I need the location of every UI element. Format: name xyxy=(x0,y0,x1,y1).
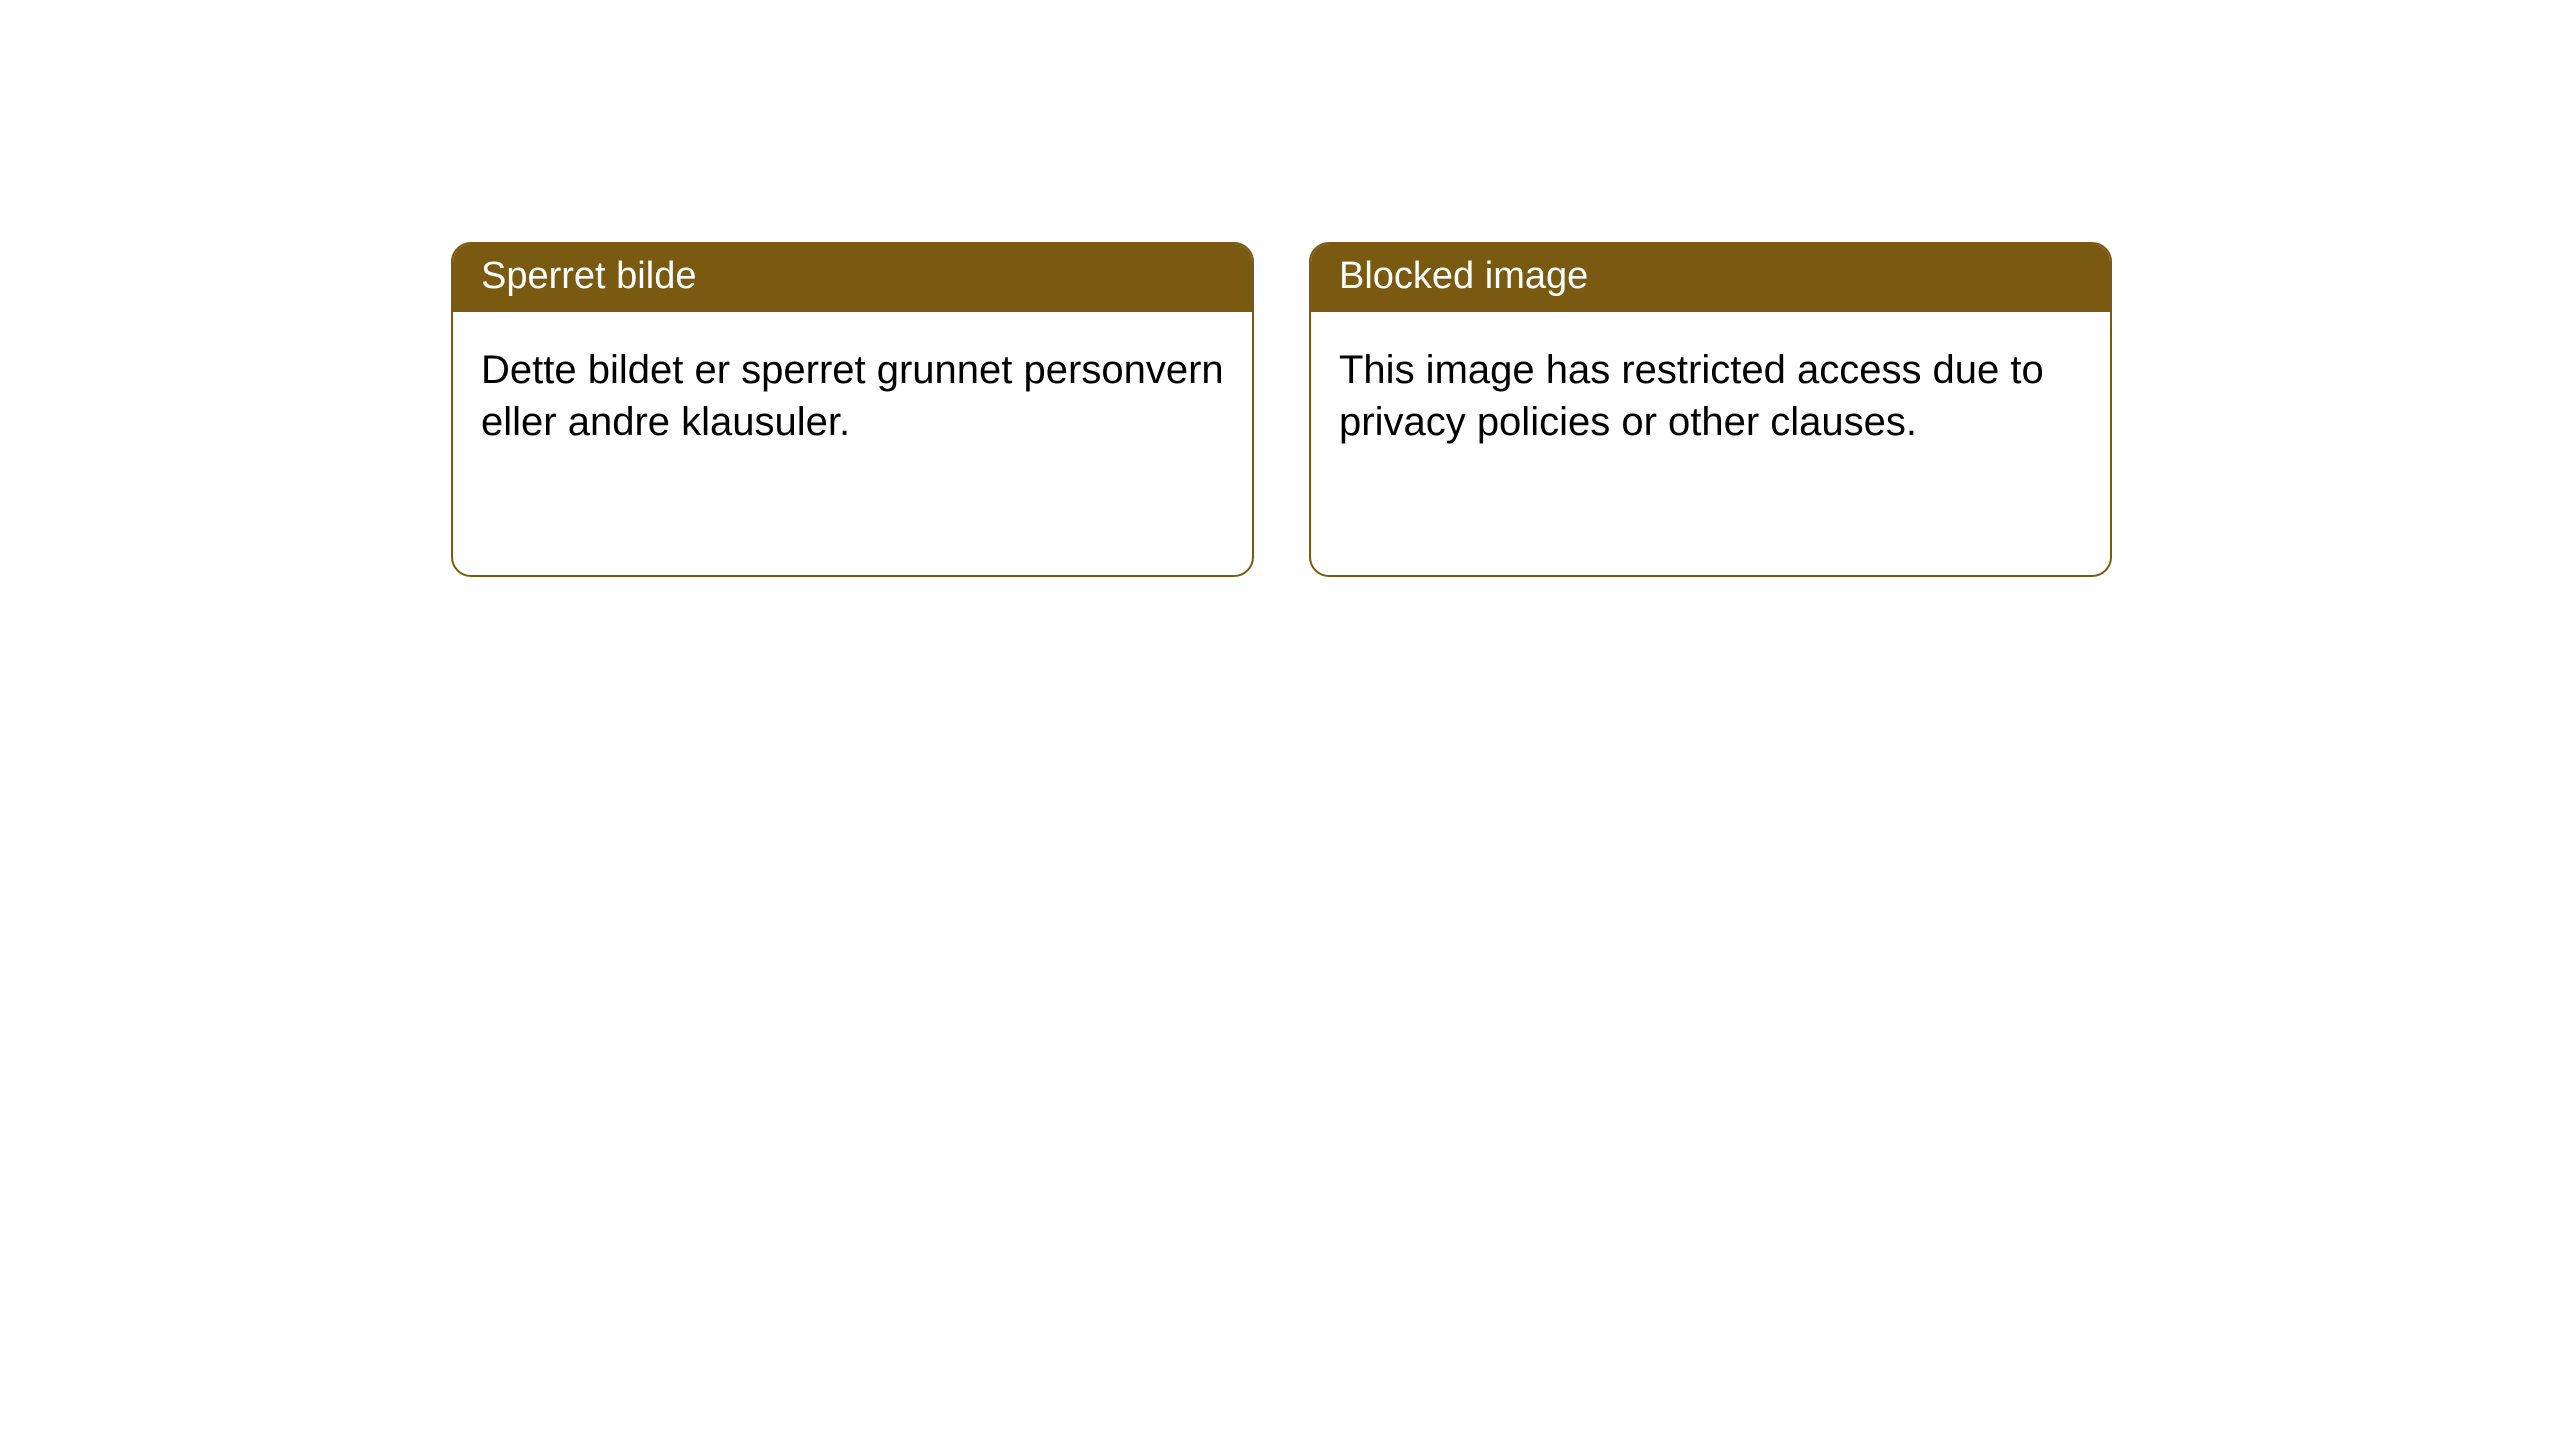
blocked-image-card-norwegian: Sperret bilde Dette bildet er sperret gr… xyxy=(451,242,1254,577)
card-header: Blocked image xyxy=(1311,244,2110,312)
cards-container: Sperret bilde Dette bildet er sperret gr… xyxy=(0,0,2560,577)
card-header: Sperret bilde xyxy=(453,244,1252,312)
blocked-image-card-english: Blocked image This image has restricted … xyxy=(1309,242,2112,577)
card-body: Dette bildet er sperret grunnet personve… xyxy=(453,312,1252,480)
card-body: This image has restricted access due to … xyxy=(1311,312,2110,480)
